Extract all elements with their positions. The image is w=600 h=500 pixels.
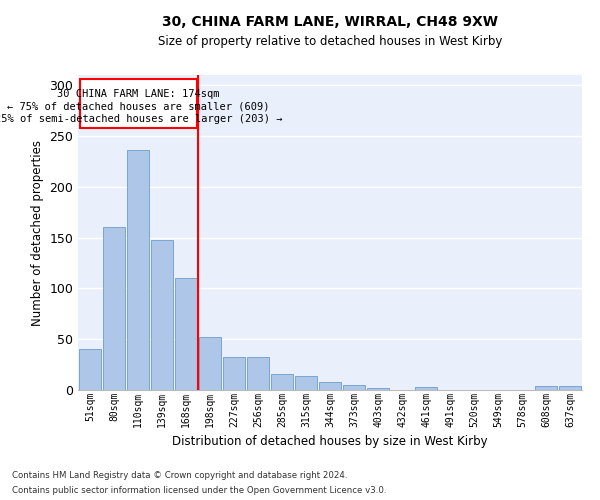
Bar [415, 387, 437, 390]
Bar [199, 337, 221, 390]
X-axis label: Distribution of detached houses by size in West Kirby: Distribution of detached houses by size … [172, 435, 488, 448]
Bar [223, 358, 245, 390]
Bar [271, 374, 293, 390]
Bar [247, 358, 269, 390]
Text: 25% of semi-detached houses are larger (203) →: 25% of semi-detached houses are larger (… [0, 114, 283, 124]
Bar [343, 385, 365, 390]
Y-axis label: Number of detached properties: Number of detached properties [31, 140, 44, 326]
Bar [127, 150, 149, 390]
Bar [535, 386, 557, 390]
Bar [559, 386, 581, 390]
Bar [79, 350, 101, 390]
Text: 30 CHINA FARM LANE: 174sqm: 30 CHINA FARM LANE: 174sqm [58, 89, 220, 99]
Text: 30, CHINA FARM LANE, WIRRAL, CH48 9XW: 30, CHINA FARM LANE, WIRRAL, CH48 9XW [162, 15, 498, 29]
Text: ← 75% of detached houses are smaller (609): ← 75% of detached houses are smaller (60… [7, 102, 270, 112]
Bar [367, 388, 389, 390]
Text: Contains public sector information licensed under the Open Government Licence v3: Contains public sector information licen… [12, 486, 386, 495]
Bar [151, 240, 173, 390]
Bar [175, 278, 197, 390]
Text: Contains HM Land Registry data © Crown copyright and database right 2024.: Contains HM Land Registry data © Crown c… [12, 471, 347, 480]
Bar [80, 79, 197, 128]
Bar [295, 376, 317, 390]
Text: Size of property relative to detached houses in West Kirby: Size of property relative to detached ho… [158, 35, 502, 48]
Bar [103, 228, 125, 390]
Bar [319, 382, 341, 390]
